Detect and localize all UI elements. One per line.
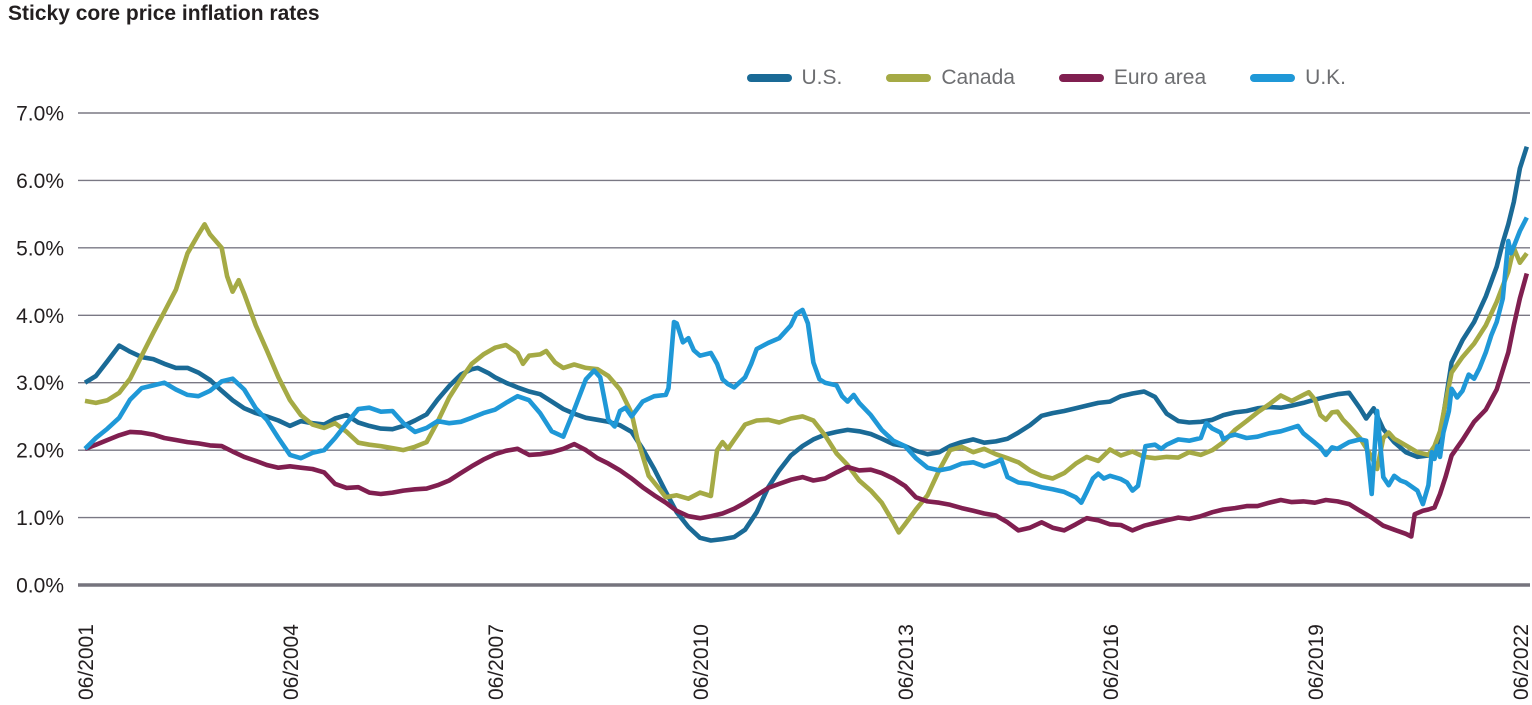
x-tick-label: 06/2001: [75, 624, 98, 700]
x-tick-label: 06/2010: [690, 624, 713, 700]
legend-item-uk: U.K.: [1250, 66, 1346, 90]
legend-item-canada: Canada: [886, 66, 1015, 90]
y-tick-label: 6.0%: [16, 170, 64, 193]
legend-label-euro-area: Euro area: [1113, 66, 1207, 89]
series-line-u-s: [83, 146, 1529, 543]
legend-label-us: U.S.: [801, 66, 843, 89]
x-tick-label: 06/2016: [1100, 624, 1123, 700]
x-tick-label: 06/2019: [1305, 624, 1328, 700]
x-tick-label: 06/2007: [485, 624, 508, 700]
euro-area-line-swatch-icon: [1058, 74, 1104, 82]
legend-label-uk: U.K.: [1305, 66, 1346, 89]
y-tick-label: 1.0%: [16, 507, 64, 530]
y-tick-label: 3.0%: [16, 372, 64, 395]
y-tick-label: 2.0%: [16, 440, 64, 463]
y-tick-label: 7.0%: [16, 103, 64, 126]
y-tick-label: 4.0%: [16, 305, 64, 328]
chart-title: Sticky core price inflation rates: [8, 2, 320, 25]
series-line-euro-area: [84, 272, 1530, 539]
y-tick-label: 0.0%: [16, 575, 64, 598]
x-tick-label: 06/2013: [895, 624, 918, 700]
uk-line-swatch-icon: [1250, 74, 1296, 82]
legend-item-euro-area: Euro area: [1058, 66, 1207, 90]
y-tick-label: 5.0%: [16, 237, 64, 260]
x-tick-label: 06/2004: [280, 624, 303, 700]
series-line-canada: [84, 222, 1529, 535]
chart-legend: U.S. Canada Euro area U.K.: [746, 66, 1346, 90]
canada-line-swatch-icon: [886, 74, 932, 82]
series-line-u-k: [83, 216, 1529, 507]
legend-label-canada: Canada: [941, 66, 1015, 89]
legend-item-us: U.S.: [746, 66, 843, 90]
x-tick-label: 06/2022: [1510, 624, 1532, 700]
us-line-swatch-icon: [746, 74, 792, 82]
